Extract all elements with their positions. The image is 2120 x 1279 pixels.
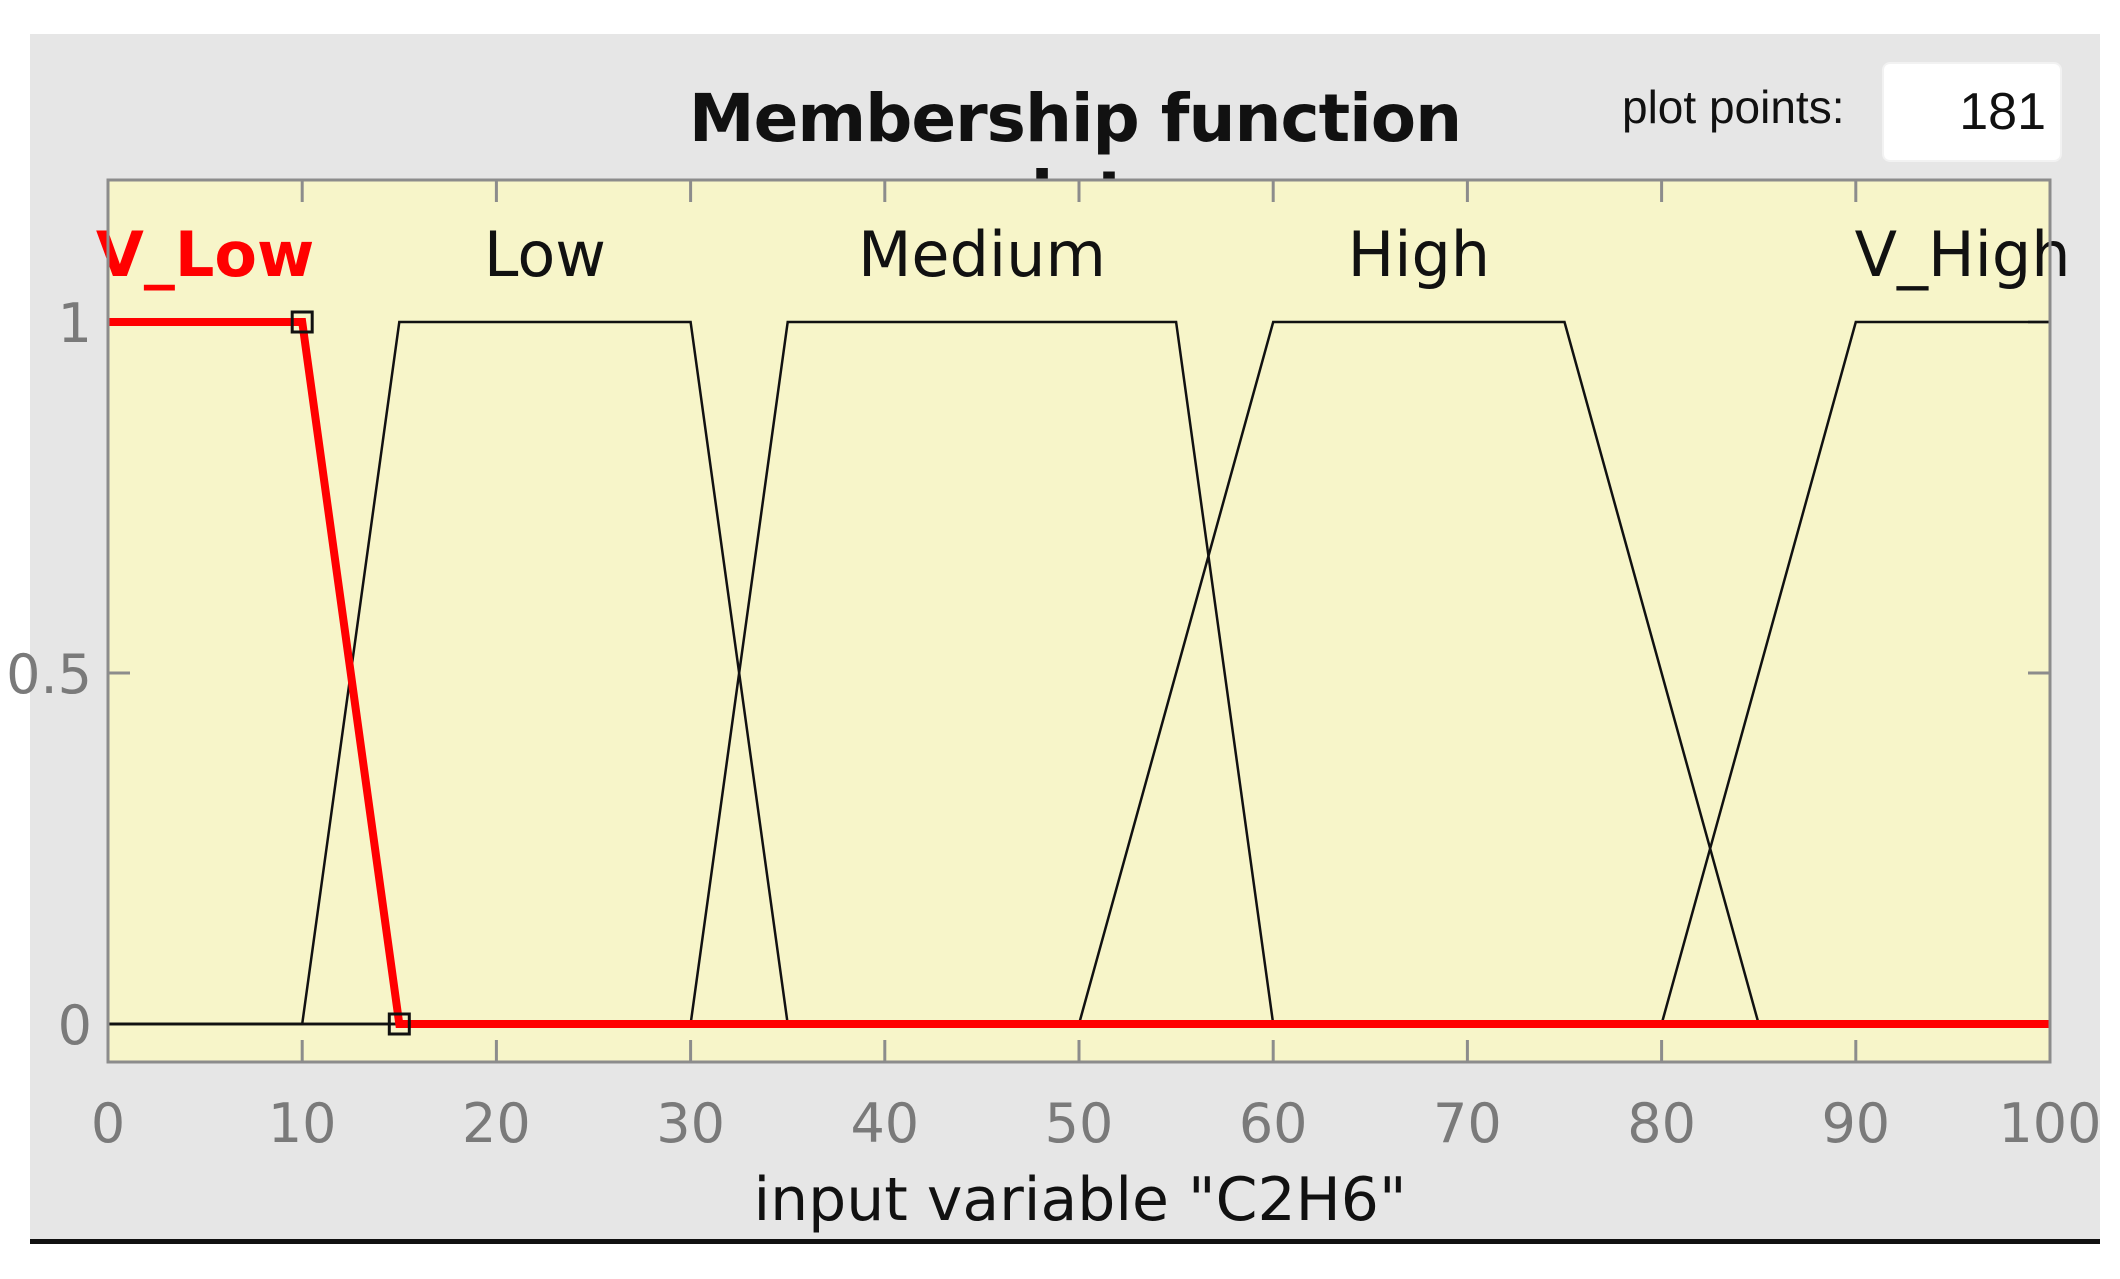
x-axis-label: input variable "C2H6"	[753, 1165, 1407, 1235]
mf-vertex-handle[interactable]	[387, 1012, 411, 1036]
y-tick-label: 0.5	[6, 643, 92, 706]
x-tick-label: 10	[268, 1092, 337, 1155]
x-tick-label: 60	[1239, 1092, 1308, 1155]
plot-area[interactable]	[108, 180, 2050, 1062]
plot-points-input[interactable]	[1882, 62, 2062, 162]
mf-line-v-low[interactable]	[108, 318, 2050, 1028]
x-tick-label: 80	[1627, 1092, 1696, 1155]
bottom-border	[30, 1239, 2100, 1244]
x-tick-label: 90	[1821, 1092, 1890, 1155]
mf-label-high[interactable]: High	[1348, 218, 1491, 291]
mf-label-v-high[interactable]: V_High	[1855, 218, 2071, 291]
plot-title: Membership function plots	[688, 80, 1462, 234]
mf-label-medium[interactable]: Medium	[858, 218, 1106, 291]
plot-points-label: plot points:	[1622, 81, 1845, 133]
x-tick-label: 20	[462, 1092, 531, 1155]
plot-frame	[106, 178, 2052, 1064]
x-tick-label: 40	[850, 1092, 919, 1155]
mf-label-low[interactable]: Low	[484, 218, 606, 291]
x-tick-label: 30	[656, 1092, 725, 1155]
x-tick-label: 70	[1433, 1092, 1502, 1155]
x-tick-label: 50	[1045, 1092, 1114, 1155]
mf-label-v-low[interactable]: V_Low	[96, 218, 314, 291]
y-tick-label: 0	[58, 994, 92, 1057]
x-tick-label: 0	[91, 1092, 125, 1155]
y-tick-label: 1	[58, 292, 92, 355]
mf-vertex-handle[interactable]	[290, 310, 314, 334]
x-tick-label: 100	[1998, 1092, 2101, 1155]
